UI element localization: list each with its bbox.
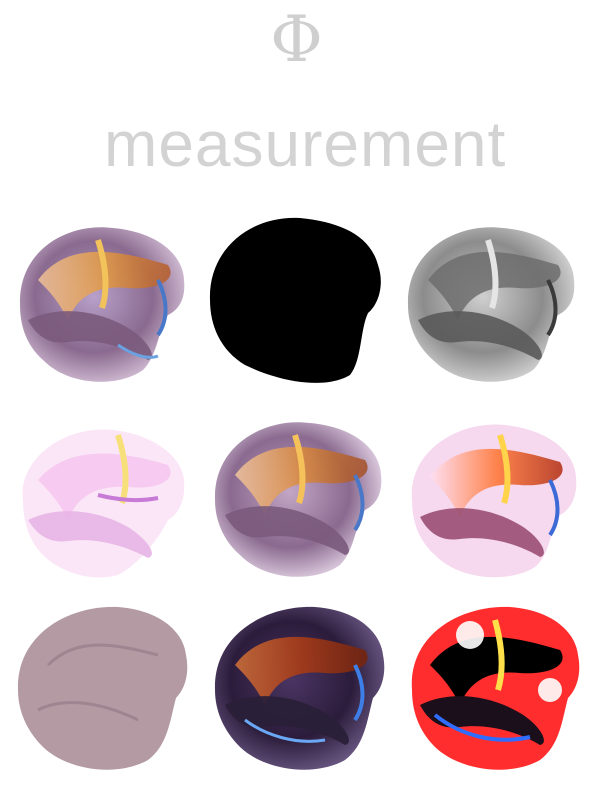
tile-flat [8,595,198,775]
tile-mask [200,210,390,390]
tile-saturated [400,595,590,775]
tile-original [8,210,198,390]
tile-color-2 [205,405,395,585]
phi-symbol: Φ [270,3,323,77]
tile-grayscale [398,210,588,390]
title-measurement: measurement [104,108,507,180]
tile-dark [205,595,395,775]
tile-bright [400,405,590,585]
tile-faded [8,405,198,585]
image-grid [0,200,593,800]
